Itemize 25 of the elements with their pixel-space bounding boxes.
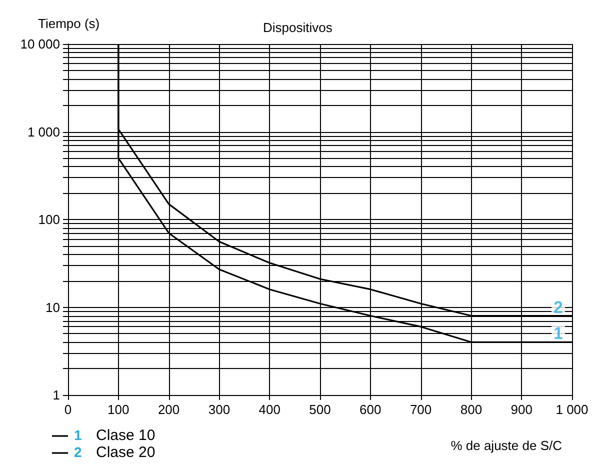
x-tick-label: 800 — [460, 402, 482, 417]
y-tick-label: 10 000 — [20, 36, 60, 52]
legend-label: Clase 20 — [96, 444, 156, 461]
x-tick-label: 500 — [309, 402, 331, 417]
chart-title: Dispositivos — [263, 20, 333, 35]
x-tick-label: 100 — [108, 402, 130, 417]
annotation: 2 — [554, 298, 563, 317]
x-tick-label: 0 — [64, 402, 72, 417]
x-tick-label: 1 000 — [556, 402, 588, 417]
x-tick-label: 600 — [360, 402, 382, 417]
legend-label: Clase 10 — [96, 427, 156, 444]
x-tick-label: 300 — [208, 402, 230, 417]
x-tick-label: 700 — [410, 402, 432, 417]
y-tick-label: 1 — [52, 388, 60, 402]
x-tick-label: 900 — [510, 402, 532, 417]
y-tick-label: 100 — [38, 212, 60, 227]
x-tick-label: 200 — [158, 402, 180, 417]
annotation: 1 — [554, 324, 563, 344]
y-tick-label: 1 000 — [27, 124, 60, 140]
text: 1 — [74, 427, 82, 443]
y-axis-title: Tiempo (s) — [38, 16, 100, 31]
x-axis-title: % de ajuste de S/C — [450, 438, 562, 453]
x-tick-label: 400 — [258, 402, 280, 417]
y-tick-label: 10 — [46, 300, 60, 315]
text: 2 — [74, 444, 82, 460]
